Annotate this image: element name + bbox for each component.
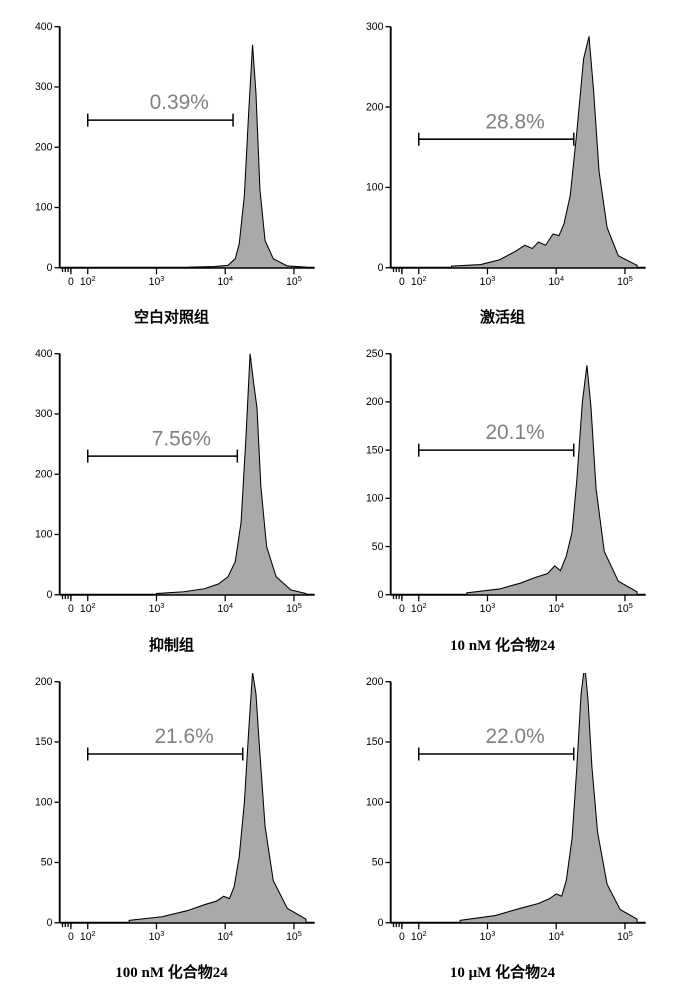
- panel-caption: 空白对照组: [134, 306, 209, 327]
- svg-text:200: 200: [366, 101, 383, 113]
- gate-percentage: 22.0%: [485, 723, 544, 747]
- svg-text:100: 100: [366, 181, 383, 193]
- plot-area: 0 50 100 150 200 250 0 102 103 104 105 20.1%: [351, 345, 654, 627]
- svg-text:0: 0: [399, 931, 405, 943]
- plot-area: 0 50 100 150 200 0 102 103 104 105 21.6%: [20, 673, 323, 955]
- histogram-panel: 0 100 200 300 400 0 102 103 104 105 7.56% 抑制组: [20, 345, 323, 654]
- svg-text:102: 102: [80, 928, 96, 943]
- panel-caption: 激活组: [480, 306, 525, 327]
- svg-text:50: 50: [41, 856, 53, 868]
- svg-text:102: 102: [411, 601, 427, 616]
- svg-text:50: 50: [372, 541, 384, 553]
- svg-text:104: 104: [217, 601, 233, 616]
- svg-text:100: 100: [35, 796, 52, 808]
- svg-text:200: 200: [366, 675, 383, 687]
- histogram-panel: 0 50 100 150 200 250 0 102 103 104 105 20.1% 10 nM 化…: [351, 345, 654, 654]
- histogram-series: [460, 673, 637, 923]
- svg-text:300: 300: [35, 81, 52, 93]
- svg-text:104: 104: [217, 274, 233, 289]
- svg-text:0: 0: [68, 603, 74, 615]
- svg-text:0: 0: [47, 262, 53, 274]
- panel-caption: 100 nM 化合物24: [115, 961, 228, 982]
- svg-text:105: 105: [617, 274, 633, 289]
- svg-text:105: 105: [617, 601, 633, 616]
- svg-text:103: 103: [480, 274, 496, 289]
- svg-text:300: 300: [366, 21, 383, 33]
- gate-marker: [88, 114, 233, 127]
- histogram-panel: 0 50 100 150 200 0 102 103 104 105 21.6% 100 nM 化合物…: [20, 673, 323, 982]
- svg-text:0: 0: [68, 931, 74, 943]
- svg-text:102: 102: [80, 274, 96, 289]
- svg-text:100: 100: [366, 493, 383, 505]
- svg-text:105: 105: [286, 274, 302, 289]
- gate-percentage: 0.39%: [150, 90, 209, 114]
- svg-text:103: 103: [480, 601, 496, 616]
- svg-text:100: 100: [366, 796, 383, 808]
- svg-text:102: 102: [80, 601, 96, 616]
- gate-percentage: 20.1%: [485, 420, 544, 444]
- svg-text:150: 150: [366, 736, 383, 748]
- svg-text:0: 0: [378, 917, 384, 929]
- svg-text:104: 104: [548, 928, 564, 943]
- svg-text:104: 104: [217, 928, 233, 943]
- histogram-panel: 0 100 200 300 400 0 102 103 104 105 0.39% 空白对照组: [20, 18, 323, 327]
- svg-text:150: 150: [35, 736, 52, 748]
- svg-text:0: 0: [378, 589, 384, 601]
- panel-caption: 10 nM 化合物24: [450, 634, 555, 655]
- gate-marker: [88, 747, 243, 760]
- histogram-panel: 0 100 200 300 0 102 103 104 105 28.8% 激活组: [351, 18, 654, 327]
- gate-marker: [88, 450, 238, 463]
- svg-text:250: 250: [366, 348, 383, 360]
- svg-text:200: 200: [35, 141, 52, 153]
- svg-text:0: 0: [68, 276, 74, 288]
- svg-text:103: 103: [149, 928, 165, 943]
- svg-text:0: 0: [399, 276, 405, 288]
- svg-text:105: 105: [617, 928, 633, 943]
- histogram-series: [467, 366, 637, 595]
- svg-text:103: 103: [149, 274, 165, 289]
- svg-text:102: 102: [411, 274, 427, 289]
- svg-text:150: 150: [366, 445, 383, 457]
- svg-text:400: 400: [35, 348, 52, 360]
- svg-text:103: 103: [480, 928, 496, 943]
- gate-marker: [419, 133, 574, 146]
- svg-text:50: 50: [372, 856, 384, 868]
- svg-text:104: 104: [548, 601, 564, 616]
- gate-marker: [419, 444, 574, 457]
- svg-text:102: 102: [411, 928, 427, 943]
- svg-text:103: 103: [149, 601, 165, 616]
- svg-text:200: 200: [366, 396, 383, 408]
- histogram-series: [129, 673, 306, 923]
- svg-text:100: 100: [35, 529, 52, 541]
- svg-text:105: 105: [286, 928, 302, 943]
- histogram-series: [189, 45, 306, 268]
- plot-area: 0 100 200 300 400 0 102 103 104 105 0.39%: [20, 18, 323, 300]
- svg-text:0: 0: [47, 917, 53, 929]
- svg-text:0: 0: [399, 603, 405, 615]
- gate-percentage: 21.6%: [154, 723, 213, 747]
- gate-percentage: 7.56%: [152, 426, 211, 450]
- gate-percentage: 28.8%: [485, 109, 544, 133]
- plot-area: 0 100 200 300 0 102 103 104 105 28.8%: [351, 18, 654, 300]
- histogram-panel: 0 50 100 150 200 0 102 103 104 105 22.0% 10 μM 化合物2…: [351, 673, 654, 982]
- svg-text:200: 200: [35, 469, 52, 481]
- panel-caption: 10 μM 化合物24: [450, 961, 555, 982]
- svg-text:104: 104: [548, 274, 564, 289]
- svg-text:0: 0: [47, 589, 53, 601]
- svg-text:200: 200: [35, 675, 52, 687]
- histogram-series: [156, 354, 306, 595]
- histogram-series: [452, 36, 638, 267]
- svg-text:100: 100: [35, 202, 52, 214]
- svg-text:0: 0: [378, 262, 384, 274]
- svg-text:300: 300: [35, 408, 52, 420]
- panel-caption: 抑制组: [149, 634, 194, 655]
- svg-text:400: 400: [35, 21, 52, 33]
- gate-marker: [419, 747, 574, 760]
- plot-area: 0 50 100 150 200 0 102 103 104 105 22.0%: [351, 673, 654, 955]
- plot-area: 0 100 200 300 400 0 102 103 104 105 7.56%: [20, 345, 323, 627]
- svg-text:105: 105: [286, 601, 302, 616]
